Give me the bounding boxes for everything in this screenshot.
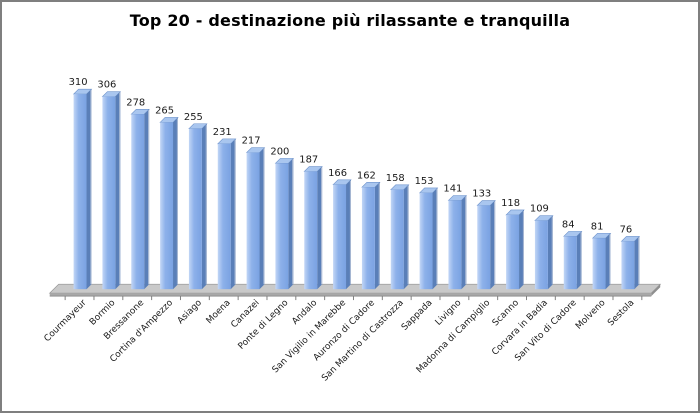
bar-side-face [173, 117, 178, 290]
bar [591, 232, 612, 290]
bar [332, 179, 352, 290]
bar-value-label: 310 [69, 77, 88, 88]
bar-value-label: 158 [386, 173, 405, 184]
bar-value-label: 278 [126, 97, 145, 108]
bar [534, 215, 554, 290]
bar-value-label: 153 [415, 176, 434, 187]
bar-side-face [547, 215, 553, 290]
bar [505, 209, 525, 290]
category-label: Courmayeur [43, 298, 89, 344]
bar [72, 88, 93, 290]
bar-side-face [432, 187, 438, 290]
bar-value-label: 187 [299, 155, 318, 166]
bar-front-face [419, 192, 433, 290]
bar-value-label: 265 [155, 106, 174, 117]
bar-front-face [621, 241, 635, 290]
bar-front-face [333, 184, 347, 290]
bar-front-face [592, 238, 606, 290]
bar-front-face [506, 214, 520, 290]
bar-value-label: 109 [530, 204, 549, 215]
floor-front-face [49, 293, 652, 297]
bar-side-face [346, 179, 351, 290]
bar-side-face [605, 233, 611, 290]
bar [418, 187, 439, 290]
bar-value-label: 133 [472, 189, 491, 200]
bar [447, 195, 468, 290]
bar-value-label: 306 [97, 80, 116, 91]
bar-front-face [534, 220, 548, 290]
bar-value-label: 84 [562, 219, 575, 230]
bar-value-label: 162 [357, 170, 376, 181]
bar [620, 236, 641, 290]
bar-value-label: 255 [184, 112, 203, 123]
category-label: Sappada [400, 298, 435, 333]
bar [130, 108, 150, 290]
bar-side-face [490, 200, 496, 290]
bar [245, 147, 266, 290]
bar-side-face [201, 123, 207, 290]
category-label: Molveno [574, 298, 608, 332]
category-label: Asiago [176, 298, 204, 326]
bar-value-label: 118 [501, 198, 520, 209]
category-label: Sestola [606, 298, 636, 328]
x-axis-ticks [49, 295, 652, 301]
bar-front-face [73, 94, 87, 290]
bar-side-face [86, 89, 92, 290]
bar-front-face [102, 96, 116, 290]
bar-value-label: 81 [591, 221, 604, 232]
bar-front-face [361, 187, 375, 290]
category-label: Ponte di Legno [237, 298, 291, 352]
bar-front-face [131, 114, 145, 290]
bar-front-face [217, 143, 231, 290]
bar-side-face [230, 138, 236, 290]
bar-side-face [403, 184, 409, 290]
bar [303, 166, 323, 290]
bar [188, 123, 208, 290]
bar-value-label: 231 [213, 127, 232, 138]
bar-front-face [448, 200, 462, 290]
category-label: Andalo [290, 298, 319, 327]
bar-front-face [188, 128, 202, 290]
floor-side-face [651, 284, 661, 297]
bar-front-face [390, 189, 404, 290]
bar-front-face [477, 205, 491, 290]
bar-side-face [634, 236, 640, 290]
bar [159, 117, 179, 290]
bar-side-face [519, 209, 524, 290]
bar-front-face [304, 171, 318, 290]
bar [274, 158, 295, 290]
bar-side-face [317, 166, 323, 290]
bar-value-label: 141 [443, 184, 462, 195]
bar [361, 181, 381, 290]
bar [563, 231, 583, 290]
bar [101, 91, 122, 290]
bar-value-label: 217 [242, 136, 261, 147]
bar [390, 184, 410, 290]
bar-value-label: 76 [620, 224, 633, 235]
bar-front-face [563, 236, 577, 290]
bar [476, 200, 496, 290]
bar-side-face [144, 109, 150, 290]
bar-side-face [259, 147, 265, 290]
bar-side-face [115, 91, 121, 290]
bar-side-face [288, 158, 294, 290]
bar-value-label: 200 [270, 146, 289, 157]
bar [217, 138, 237, 290]
bar-side-face [461, 195, 467, 290]
bar-side-face [576, 231, 582, 290]
bar-front-face [160, 122, 174, 290]
bar-side-face [374, 182, 380, 290]
bar-value-label: 166 [328, 168, 347, 179]
category-label: Moena [205, 298, 233, 326]
chart-title: Top 20 - destinazione più rilassante e t… [129, 11, 571, 30]
bar-front-face [275, 163, 289, 290]
bar-front-face [246, 152, 260, 290]
